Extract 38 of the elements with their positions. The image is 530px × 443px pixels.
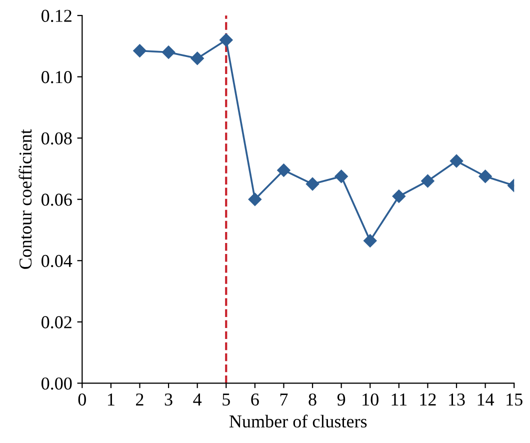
x-tick-label: 2 <box>136 393 144 406</box>
y-tick-label: 0.12 <box>42 10 72 22</box>
x-tick-label: 0 <box>78 393 86 406</box>
x-axis-title: Number of clusters <box>229 414 367 428</box>
x-tick-label: 1 <box>108 394 114 406</box>
x-tick-label: 5 <box>222 394 230 406</box>
point <box>392 190 406 203</box>
y-tick-label: 0.06 <box>42 194 72 206</box>
x-tick-label: 8 <box>308 393 316 406</box>
point <box>190 52 204 65</box>
point <box>306 177 320 191</box>
x-tick-label: 11 <box>392 394 407 406</box>
point <box>334 170 348 183</box>
point <box>478 170 492 183</box>
point <box>248 192 262 206</box>
x-tick-label: 9 <box>337 393 346 406</box>
y-tick-label: 0.10 <box>42 71 72 84</box>
point <box>450 154 464 168</box>
point <box>133 44 146 58</box>
point <box>421 174 434 188</box>
y-tick-label: 0.00 <box>42 377 72 390</box>
x-tick-label: 4 <box>193 394 202 406</box>
y-tick-label: 0.04 <box>42 254 72 268</box>
point <box>220 33 233 47</box>
x-tick-label: 12 <box>420 393 436 406</box>
x-tick-label: 7 <box>280 394 288 406</box>
point <box>364 234 377 248</box>
x-tick-label: 14 <box>478 394 494 406</box>
point <box>162 46 176 59</box>
x-tick-label: 13 <box>449 393 465 406</box>
y-axis-title: Contour coefficient <box>18 129 32 269</box>
x-tick-label: 6 <box>251 393 259 406</box>
x-tick-label: 10 <box>362 393 378 406</box>
y-tick-label: 0.02 <box>42 316 72 328</box>
point <box>277 164 290 177</box>
x-tick-label: 15 <box>506 394 522 406</box>
y-tick-label: 0.08 <box>42 132 72 145</box>
x-tick-label: 3 <box>164 393 172 406</box>
